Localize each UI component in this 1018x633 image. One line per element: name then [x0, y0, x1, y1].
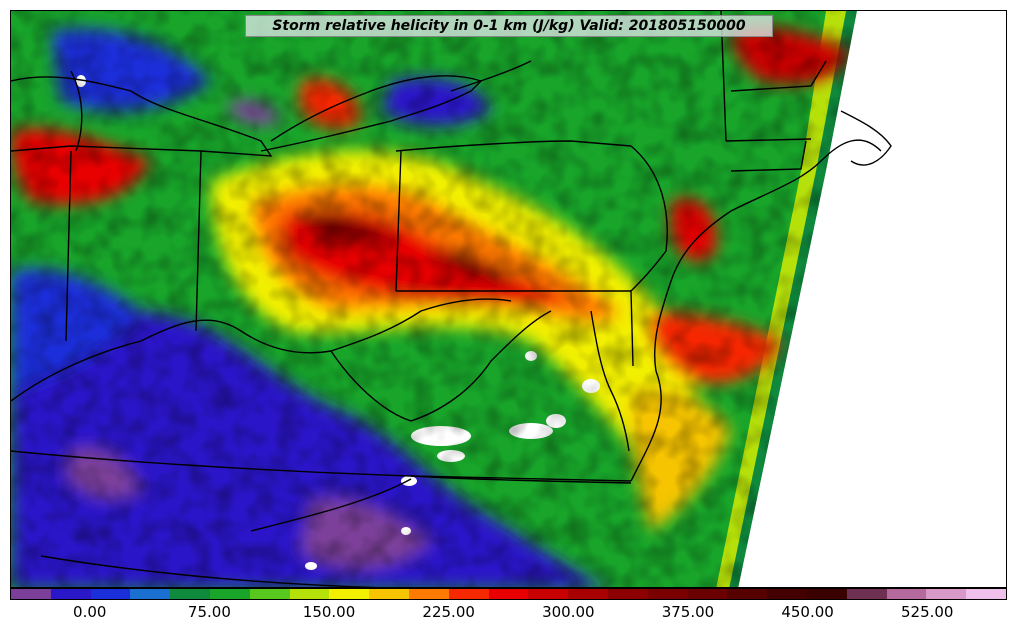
colorbar-segment [488, 589, 529, 599]
state-line-ny-ma [725, 138, 812, 142]
colorbar-segment [767, 589, 807, 599]
colorbar-segment [408, 589, 449, 599]
colorbar-segment [448, 589, 489, 599]
colorbar-tick-label: 225.00 [422, 603, 475, 621]
colorbar-tick-label: 450.00 [781, 603, 834, 621]
colorbar-segment [209, 589, 250, 599]
colorbar-segment [170, 589, 210, 599]
chesapeake-bay [590, 310, 630, 452]
colorbar-segment [528, 589, 569, 599]
state-line-ma-nh [730, 60, 827, 92]
state-line-pa-nj [630, 145, 668, 292]
colorbar-segment [806, 589, 847, 599]
state-line-ct-ri [730, 140, 807, 172]
colorbar-segment [647, 589, 688, 599]
colorbar-tick-label: 525.00 [900, 603, 954, 621]
colorbar-tick-label: 300.00 [542, 603, 595, 621]
colorbar-segment [329, 589, 370, 599]
cape-cod [840, 110, 892, 166]
state-line-oh-pa [395, 150, 402, 292]
colorbar-segment [727, 589, 768, 599]
state-line-va-nc [410, 475, 632, 484]
no-data-region [738, 11, 1006, 587]
colorbar-segment [289, 589, 330, 599]
state-line-pa-ny [395, 140, 632, 152]
state-line-ky-tn [11, 450, 632, 482]
colorbar-segment [369, 589, 409, 599]
lake-ontario-outline [450, 60, 532, 92]
colorbar-tick-label: 0.00 [73, 603, 107, 621]
state-line-in-oh [195, 150, 202, 332]
state-line-tn-nc [250, 478, 412, 532]
colorbar-segment [886, 589, 927, 599]
colorbar-segment [130, 589, 171, 599]
ohio-river [11, 298, 512, 402]
colorbar-tick-label: 150.00 [302, 603, 356, 621]
atlantic-coastline [630, 139, 882, 482]
colorbar-segment [568, 589, 608, 599]
colorbar-segment [966, 589, 1006, 599]
state-line-wv-va [330, 310, 552, 422]
state-line-nc-sc [40, 555, 380, 587]
political-boundaries [11, 11, 892, 587]
colorbar-segment [607, 589, 648, 599]
map-panel [10, 10, 1007, 588]
colorbar [10, 588, 1007, 600]
title-box: Storm relative helicity in 0-1 km (J/kg)… [245, 15, 773, 37]
colorbar-segment [846, 589, 887, 599]
colorbar-segment [249, 589, 290, 599]
colorbar-segment [926, 589, 967, 599]
map-title: Storm relative helicity in 0-1 km (J/kg)… [272, 18, 746, 34]
colorbar-segment [90, 589, 131, 599]
colorbar-tick-label: 75.00 [187, 603, 231, 621]
lake-erie-outline [260, 75, 483, 152]
great-lakes-shoreline [11, 76, 273, 157]
colorbar-segment [687, 589, 728, 599]
lake-michigan-outline [70, 70, 83, 152]
colorbar-tick-label: 375.00 [661, 603, 715, 621]
state-line-md-de [630, 290, 634, 367]
colorbar-ticks: 0.00 75.00 150.00 225.00 300.00 375.00 450.00 5… [10, 601, 1007, 631]
state-line-il-in [65, 150, 72, 342]
colorbar-segment [50, 589, 91, 599]
helicity-map [11, 11, 1006, 587]
colorbar-segment [11, 589, 51, 599]
